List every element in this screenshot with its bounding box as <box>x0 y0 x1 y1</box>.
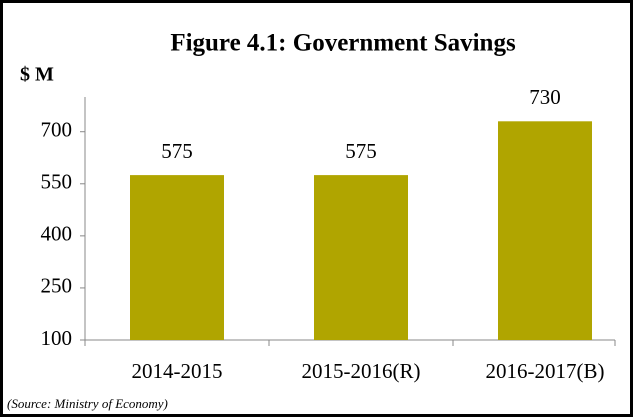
bar <box>130 175 224 340</box>
data-label: 575 <box>161 139 193 163</box>
y-tick-label: 700 <box>41 118 73 142</box>
chart-title: Figure 4.1: Government Savings <box>170 30 516 57</box>
source-note: (Source: Ministry of Economy) <box>7 396 168 411</box>
y-tick-label: 100 <box>41 326 73 350</box>
bar <box>314 175 408 340</box>
y-tick-label: 550 <box>41 170 73 194</box>
bar <box>498 121 592 340</box>
data-label: 730 <box>529 85 561 109</box>
data-label: 575 <box>345 139 377 163</box>
y-axis-label: $ M <box>20 64 54 86</box>
y-tick-label: 250 <box>41 274 73 298</box>
x-tick-label: 2015-2016(R) <box>302 359 421 383</box>
x-tick-label: 2014-2015 <box>132 359 223 383</box>
x-tick-label: 2016-2017(B) <box>486 359 605 383</box>
y-tick-label: 400 <box>41 222 73 246</box>
